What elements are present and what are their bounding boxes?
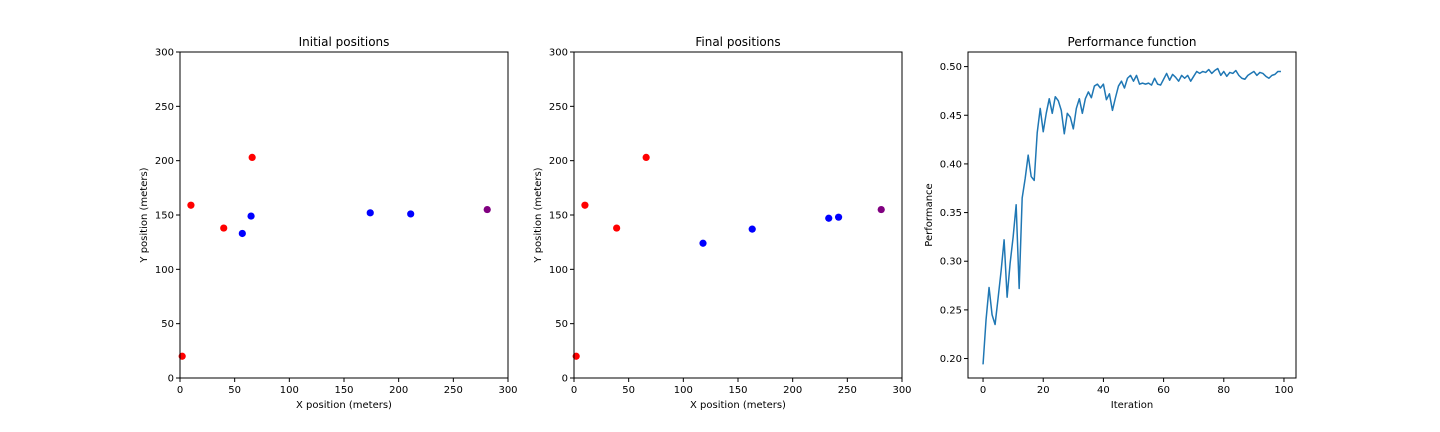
x-tick-label: 200 bbox=[783, 385, 802, 396]
scatter-point bbox=[877, 205, 885, 214]
y-axis-label: Y position (meters) bbox=[139, 167, 150, 263]
performance-line bbox=[982, 67, 1281, 365]
scatter-point bbox=[613, 224, 621, 232]
x-tick-label: 60 bbox=[1157, 385, 1170, 396]
x-tick-label: 100 bbox=[1274, 385, 1293, 396]
x-tick-label: 80 bbox=[1217, 385, 1230, 396]
scatter-point bbox=[834, 213, 843, 221]
y-tick-label: 200 bbox=[155, 156, 174, 167]
chart-title: Final positions bbox=[695, 35, 780, 49]
y-tick-label: 0 bbox=[562, 374, 568, 385]
chart-title: Performance function bbox=[1068, 35, 1197, 49]
scatter-point bbox=[247, 212, 255, 220]
y-tick-label: 50 bbox=[161, 319, 174, 330]
x-tick-label: 250 bbox=[838, 385, 857, 396]
x-tick-label: 0 bbox=[571, 385, 577, 396]
x-axis-label: X position (meters) bbox=[690, 400, 786, 411]
y-tick-label: 0 bbox=[168, 374, 174, 385]
final-positions-chart: Final positions X position (meters) Y posi… bbox=[533, 35, 912, 411]
x-tick-label: 20 bbox=[1037, 385, 1050, 396]
x-tick-label: 250 bbox=[444, 385, 463, 396]
performance-function-chart: Performance function Iteration Performance… bbox=[924, 35, 1297, 411]
y-tick-label: 200 bbox=[549, 156, 568, 167]
y-tick-label: 0.20 bbox=[940, 354, 962, 365]
scatter-point bbox=[825, 214, 833, 222]
x-tick-label: 40 bbox=[1097, 385, 1110, 396]
plot-frame bbox=[179, 51, 509, 379]
y-tick-label: 300 bbox=[549, 48, 568, 59]
y-tick-label: 300 bbox=[155, 48, 174, 59]
x-tick-label: 200 bbox=[389, 385, 408, 396]
chart-title: Initial positions bbox=[299, 35, 390, 49]
scatter-point bbox=[248, 153, 256, 162]
x-tick-label: 150 bbox=[728, 385, 747, 396]
y-tick-label: 250 bbox=[549, 102, 568, 113]
y-tick-label: 0.35 bbox=[940, 208, 962, 219]
y-tick-label: 150 bbox=[155, 211, 174, 222]
scatter-point bbox=[699, 239, 707, 247]
x-tick-label: 100 bbox=[280, 385, 299, 396]
y-tick-label: 0.45 bbox=[940, 111, 962, 122]
scatter-point bbox=[187, 201, 195, 209]
y-tick-label: 250 bbox=[155, 102, 174, 113]
plot-frame bbox=[967, 51, 1297, 379]
y-tick-label: 0.30 bbox=[940, 257, 962, 268]
scatter-point bbox=[366, 209, 374, 217]
y-axis-label: Performance bbox=[924, 183, 935, 246]
scatter-point bbox=[407, 210, 415, 218]
x-tick-label: 100 bbox=[674, 385, 693, 396]
y-tick-label: 0.40 bbox=[940, 159, 962, 170]
x-tick-label: 50 bbox=[228, 385, 241, 396]
y-tick-label: 100 bbox=[549, 265, 568, 276]
x-tick-label: 150 bbox=[334, 385, 353, 396]
x-tick-label: 0 bbox=[980, 385, 986, 396]
y-tick-label: 100 bbox=[155, 265, 174, 276]
x-tick-label: 300 bbox=[498, 385, 517, 396]
y-axis-label: Y position (meters) bbox=[533, 167, 544, 263]
y-tick-label: 0.50 bbox=[940, 62, 962, 73]
x-axis-label: X position (meters) bbox=[296, 400, 392, 411]
initial-positions-chart: Initial positions X position (meters) Y po… bbox=[139, 35, 518, 411]
scatter-point bbox=[483, 205, 491, 214]
x-tick-label: 300 bbox=[892, 385, 911, 396]
scatter-point bbox=[748, 225, 756, 233]
x-axis-label: Iteration bbox=[1111, 400, 1153, 411]
scatter-point bbox=[220, 224, 228, 232]
scatter-point bbox=[238, 229, 246, 238]
y-tick-label: 50 bbox=[555, 319, 568, 330]
scatter-point bbox=[581, 201, 589, 209]
y-tick-label: 150 bbox=[549, 211, 568, 222]
plot-frame bbox=[573, 51, 903, 379]
scatter-point bbox=[642, 153, 650, 162]
x-tick-label: 50 bbox=[622, 385, 635, 396]
y-tick-label: 0.25 bbox=[940, 305, 962, 316]
x-tick-label: 0 bbox=[177, 385, 183, 396]
